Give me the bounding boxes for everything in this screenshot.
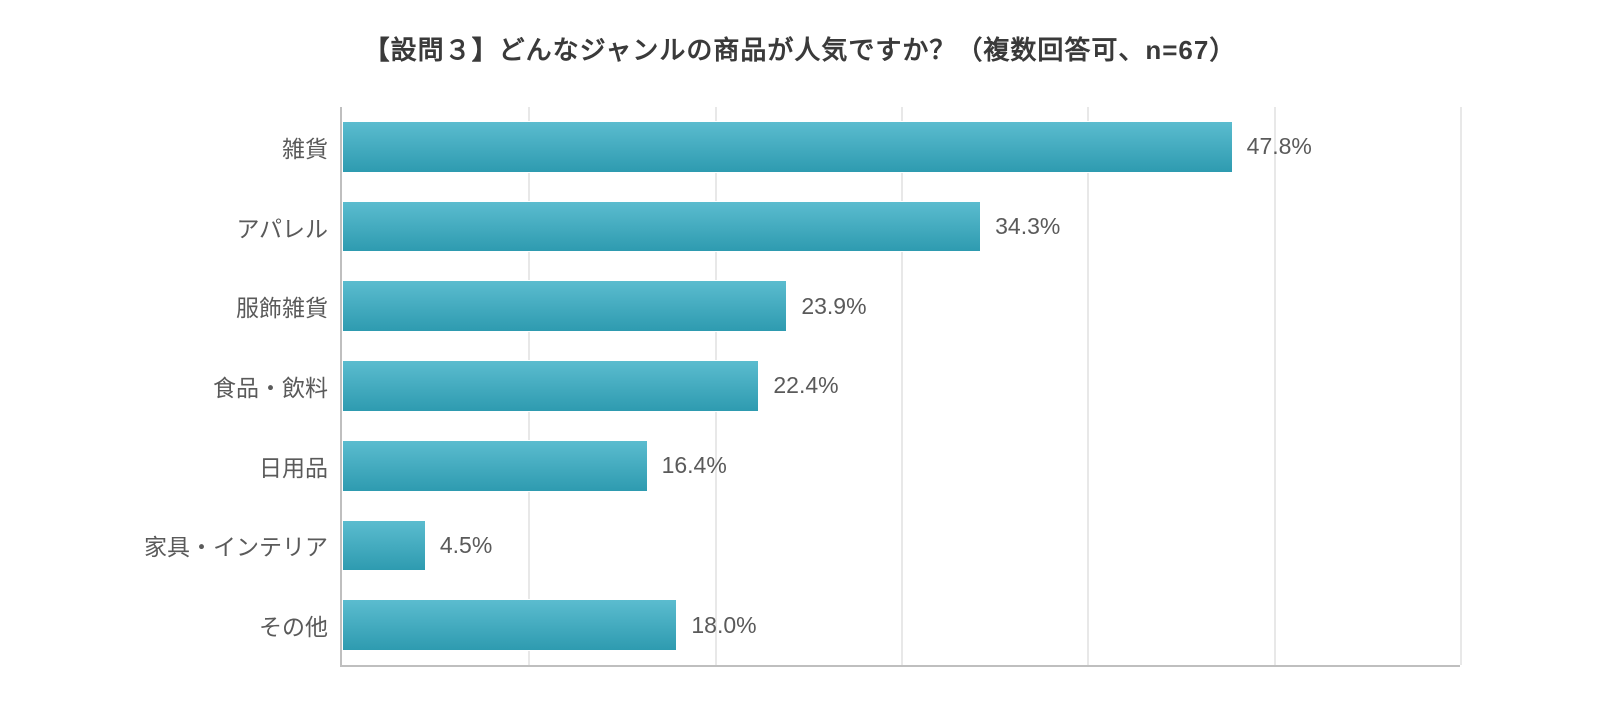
bar-row: 日用品16.4% [342, 440, 1460, 492]
category-label: 家具・インテリア [144, 528, 342, 562]
category-label: 服飾雑貨 [236, 289, 342, 323]
bar-row: 食品・飲料22.4% [342, 360, 1460, 412]
category-label: その他 [259, 608, 342, 642]
bar [342, 599, 677, 651]
value-label: 18.0% [677, 612, 756, 639]
chart-plot: 雑貨47.8% アパレル34.3% 服飾雑貨23.9% 食品・飲料22.4% 日用品16… [340, 107, 1460, 667]
bar-row: アパレル34.3% [342, 201, 1460, 253]
value-label: 16.4% [648, 452, 727, 479]
gridline [1460, 107, 1462, 665]
chart-area: 雑貨47.8% アパレル34.3% 服飾雑貨23.9% 食品・飲料22.4% 日用品16… [340, 107, 1460, 667]
bar-row: 雑貨47.8% [342, 121, 1460, 173]
value-label: 47.8% [1233, 133, 1312, 160]
bar [342, 360, 759, 412]
bar [342, 520, 426, 572]
category-label: 食品・飲料 [213, 369, 342, 403]
value-label: 22.4% [759, 372, 838, 399]
bar-row: その他18.0% [342, 599, 1460, 651]
value-label: 4.5% [426, 532, 492, 559]
bar [342, 121, 1233, 173]
category-label: 雑貨 [282, 130, 342, 164]
bar [342, 440, 648, 492]
bar [342, 280, 787, 332]
bar-row: 家具・インテリア4.5% [342, 520, 1460, 572]
category-label: アパレル [236, 210, 342, 244]
chart-title: 【設問３】どんなジャンルの商品が人気ですか？（複数回答可、n=67） [40, 30, 1560, 67]
bar [342, 201, 981, 253]
value-label: 34.3% [981, 213, 1060, 240]
value-label: 23.9% [787, 293, 866, 320]
category-label: 日用品 [259, 449, 342, 483]
bar-row: 服飾雑貨23.9% [342, 280, 1460, 332]
